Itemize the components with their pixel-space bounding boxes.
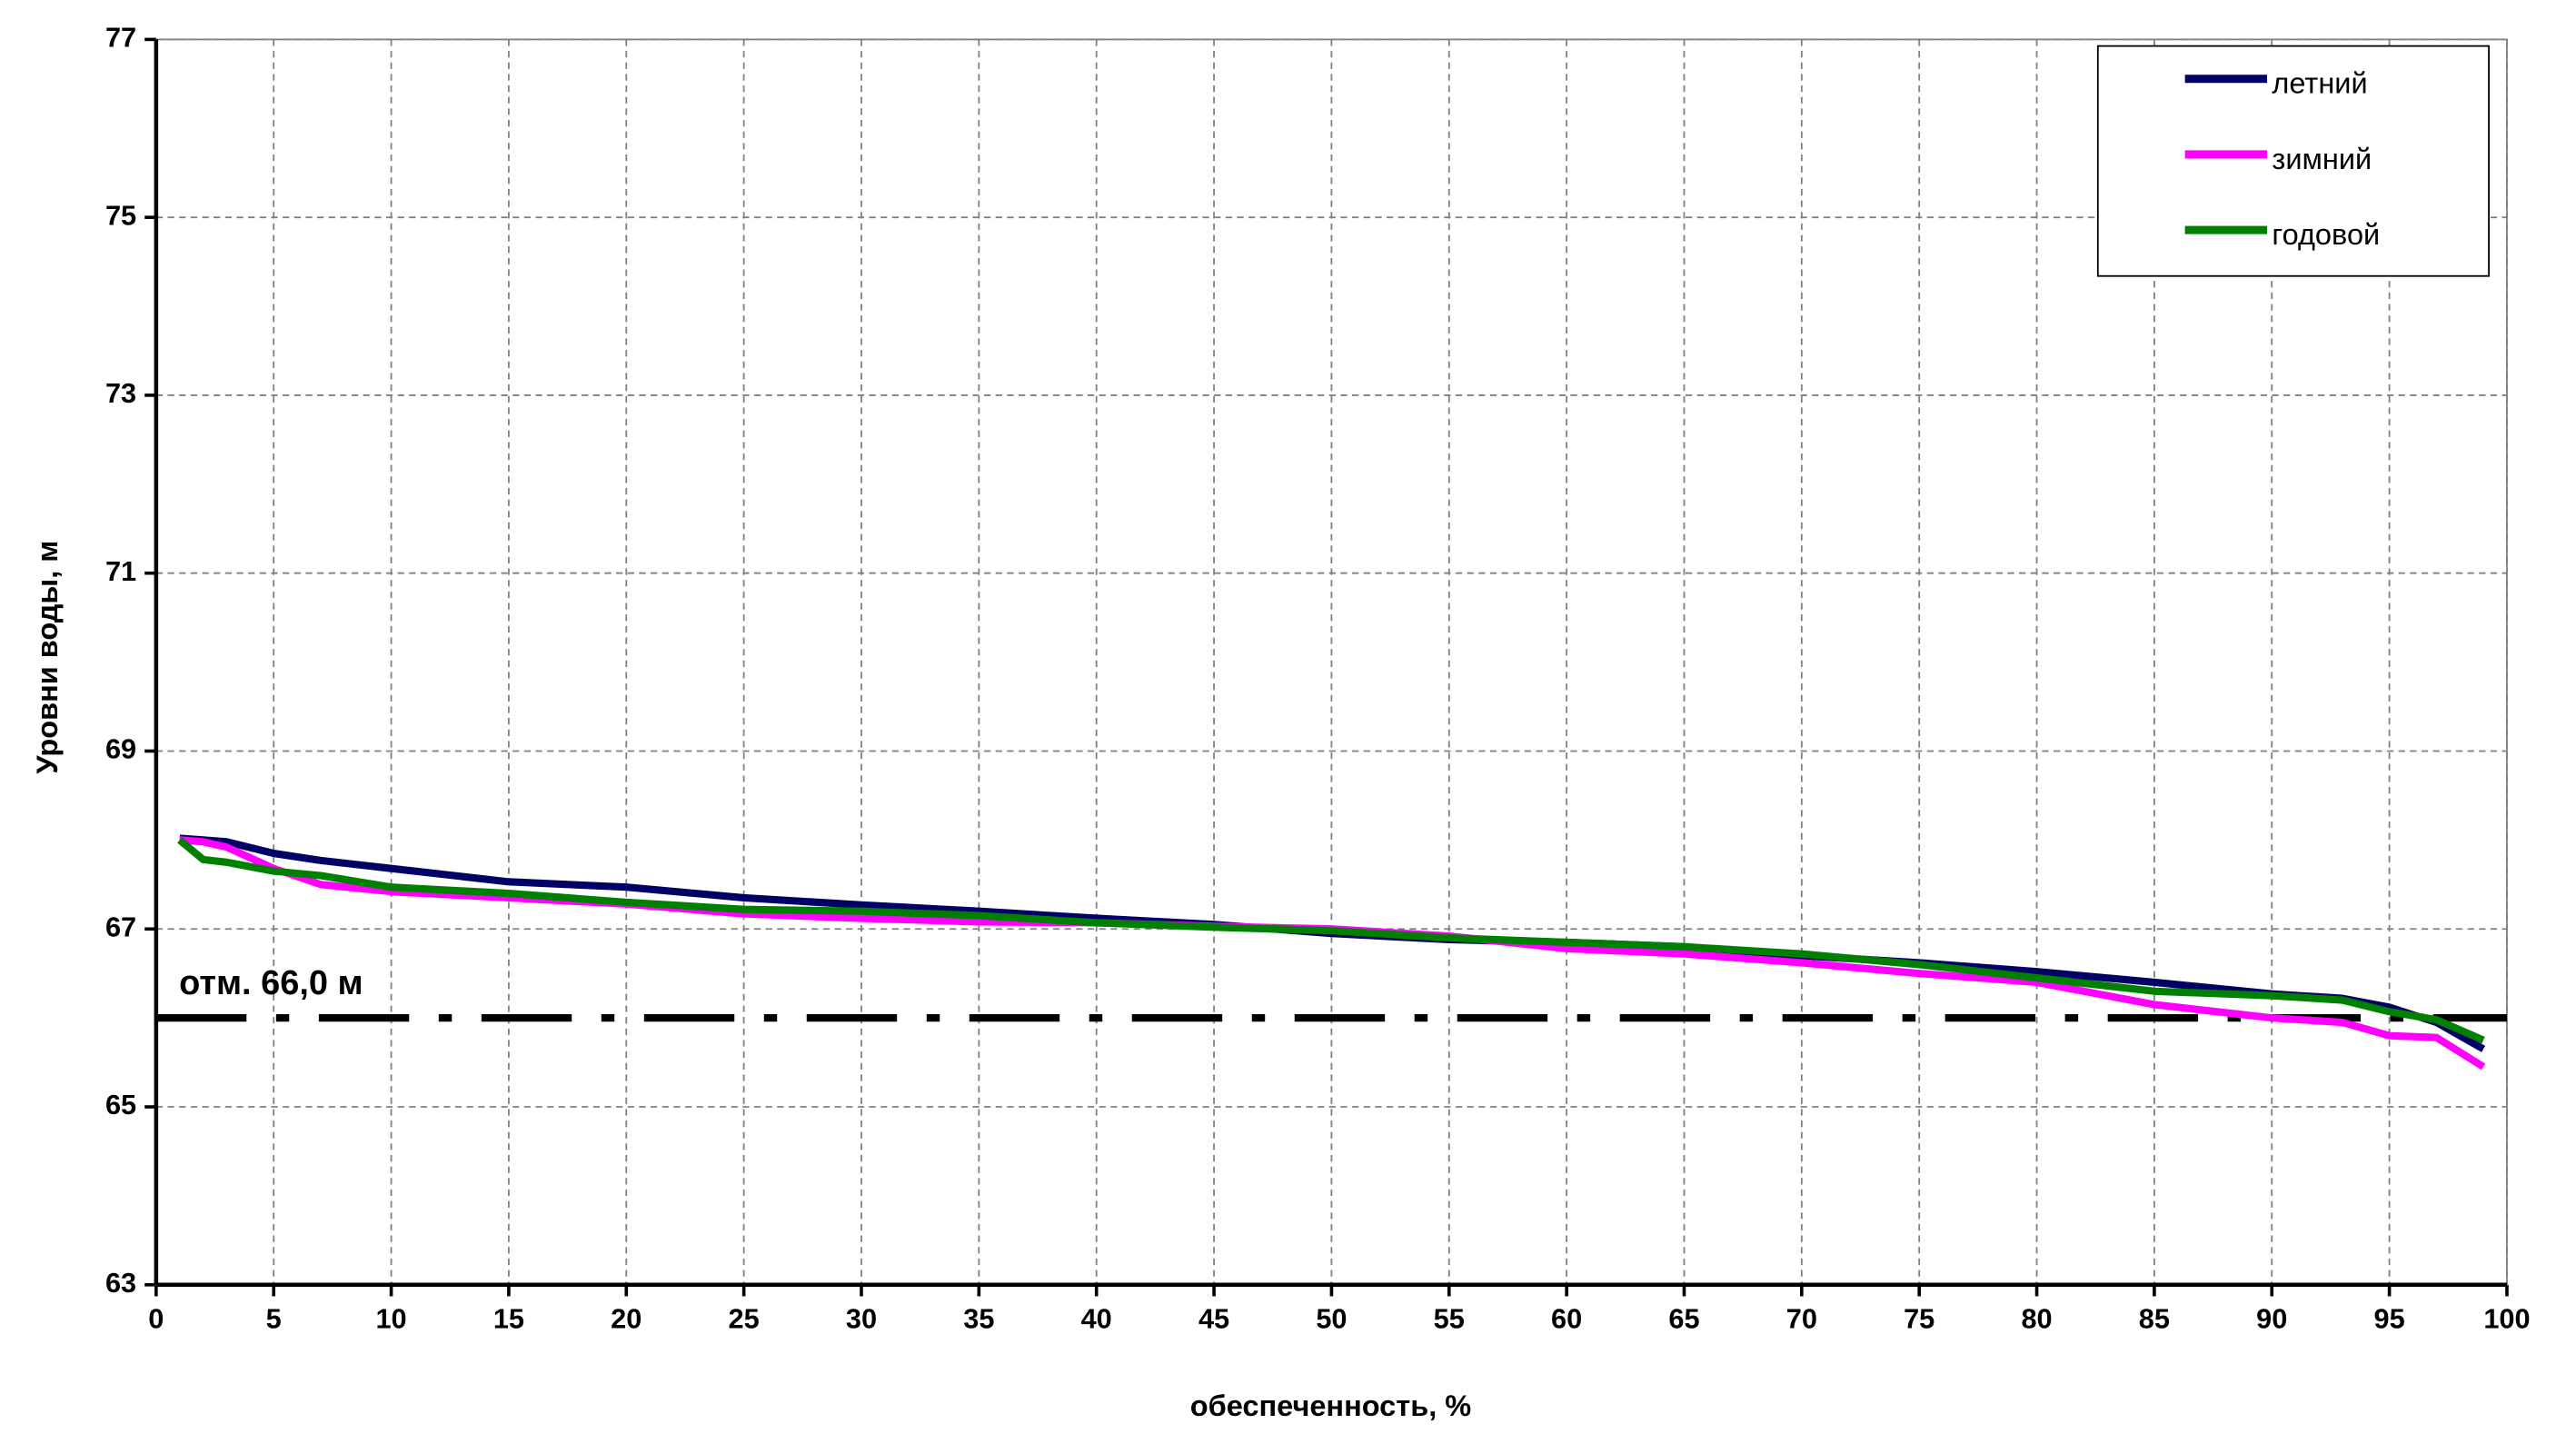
x-tick-label: 35 xyxy=(963,1303,994,1335)
x-tick-label: 95 xyxy=(2374,1303,2405,1335)
y-axis-label: Уровни воды, м xyxy=(31,541,64,774)
x-tick-label: 15 xyxy=(493,1303,524,1335)
x-tick-label: 50 xyxy=(1316,1303,1347,1335)
y-tick-label: 65 xyxy=(105,1089,136,1120)
x-tick-label: 10 xyxy=(375,1303,406,1335)
legend-label: зимний xyxy=(2272,143,2372,175)
x-tick-label: 0 xyxy=(148,1303,164,1335)
legend-label: годовой xyxy=(2272,218,2380,251)
x-tick-label: 40 xyxy=(1081,1303,1112,1335)
x-tick-label: 65 xyxy=(1668,1303,1699,1335)
legend: летний зимний годовой xyxy=(2096,45,2490,277)
reference-label: отм. 66,0 м xyxy=(179,964,363,1002)
x-tick-label: 25 xyxy=(729,1303,760,1335)
x-tick-label: 75 xyxy=(1904,1303,1934,1335)
y-tick-label: 67 xyxy=(105,911,136,942)
y-tick-label: 69 xyxy=(105,733,136,765)
x-tick-label: 80 xyxy=(2021,1303,2052,1335)
legend-box xyxy=(2096,45,2490,277)
y-tick-label: 71 xyxy=(105,555,136,587)
x-tick-label: 90 xyxy=(2256,1303,2287,1335)
y-tick-label: 73 xyxy=(105,377,136,409)
x-tick-label: 60 xyxy=(1551,1303,1582,1335)
x-tick-label: 5 xyxy=(266,1303,282,1335)
x-tick-label: 45 xyxy=(1198,1303,1229,1335)
y-tick-label: 63 xyxy=(105,1267,136,1299)
x-tick-label: 70 xyxy=(1786,1303,1817,1335)
x-tick-label: 100 xyxy=(2483,1303,2530,1335)
x-tick-label: 20 xyxy=(611,1303,642,1335)
legend-label: летний xyxy=(2272,67,2367,100)
x-tick-label: 30 xyxy=(846,1303,877,1335)
x-tick-label: 55 xyxy=(1434,1303,1465,1335)
x-tick-label: 85 xyxy=(2139,1303,2170,1335)
y-tick-label: 75 xyxy=(105,199,136,231)
y-tick-label: 77 xyxy=(105,22,136,54)
series-line xyxy=(177,837,2485,1044)
x-axis-label: обеспеченность, % xyxy=(1190,1389,1471,1422)
